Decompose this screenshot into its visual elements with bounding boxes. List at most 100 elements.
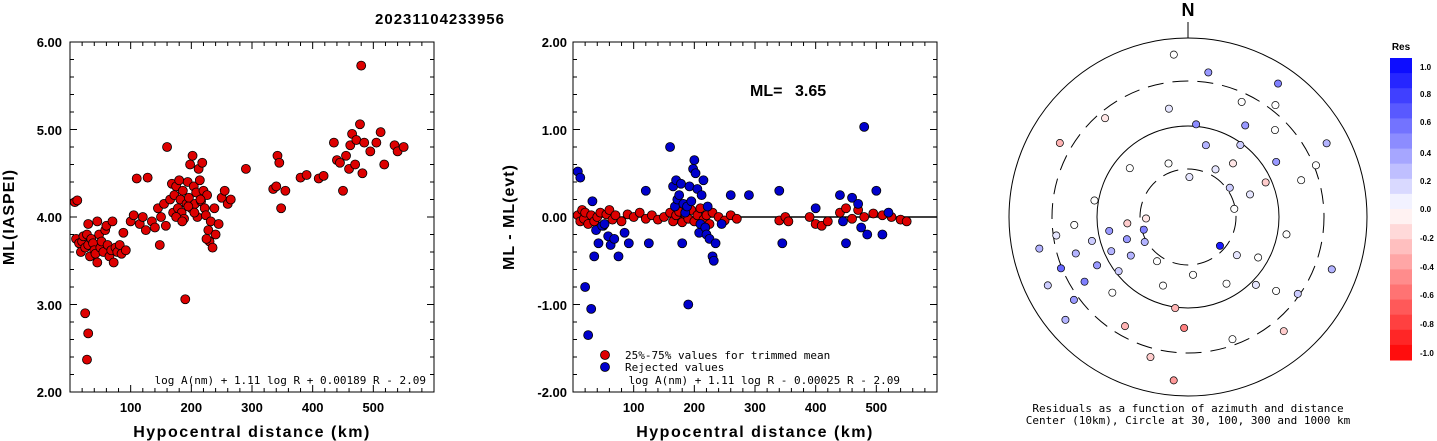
data-point: [810, 203, 821, 214]
data-point: [187, 150, 198, 161]
data-point: [725, 190, 736, 201]
data-point: [197, 157, 208, 168]
p1-points: [69, 60, 409, 365]
residual-point: [1126, 251, 1135, 260]
residual-point: [1169, 376, 1178, 385]
residual-point: [1153, 257, 1161, 266]
data-point: [177, 216, 188, 227]
legend-label-rejected: Rejected values: [625, 361, 724, 374]
residual-point: [1164, 159, 1173, 168]
data-point: [120, 245, 131, 256]
data-point: [716, 219, 727, 229]
residual-point: [1139, 225, 1148, 234]
p2-xtick-200: 200: [683, 400, 705, 415]
residual-point: [1108, 288, 1117, 297]
residual-point: [1192, 120, 1201, 129]
data-point: [107, 216, 118, 227]
data-point: [201, 233, 212, 244]
data-point: [623, 238, 634, 249]
residual-point: [1222, 279, 1231, 288]
cbar-tick-0.4: 0.4: [1420, 149, 1432, 158]
data-point: [587, 196, 598, 207]
residual-point: [1271, 126, 1279, 134]
data-point: [575, 172, 586, 183]
residual-point: [1312, 161, 1320, 170]
p1-xtick-200: 200: [180, 400, 202, 415]
data-point: [356, 60, 367, 71]
data-point: [137, 212, 148, 222]
data-point: [209, 203, 220, 214]
residual-point: [1121, 322, 1129, 331]
data-point: [210, 229, 221, 240]
ring-300km: [1051, 80, 1325, 354]
residual-point: [1061, 315, 1070, 324]
residual-point: [1211, 165, 1220, 174]
p2-ylabel: ML - ML(evt): [501, 164, 518, 270]
data-point: [777, 238, 788, 249]
colorbar-cell: [1390, 329, 1412, 346]
p1-xtick-500: 500: [362, 400, 384, 415]
data-point: [359, 137, 370, 148]
data-point: [676, 178, 686, 189]
residual-point: [1107, 247, 1116, 256]
residual-point: [1216, 241, 1224, 250]
data-point: [83, 219, 94, 229]
cbar-tick-m0.2: -0.2: [1420, 234, 1434, 243]
data-point: [92, 216, 103, 227]
ml-label: ML=: [750, 83, 782, 100]
data-point: [131, 173, 142, 184]
data-point: [83, 328, 94, 339]
data-point: [274, 157, 285, 168]
data-point: [643, 238, 654, 249]
data-point: [616, 216, 627, 227]
data-point: [613, 251, 624, 262]
p2-xlabel: Hypocentral distance (km): [636, 424, 874, 441]
colorbar-cell: [1390, 118, 1412, 134]
colorbar-cell: [1390, 88, 1412, 104]
p1-xtick-300: 300: [241, 400, 263, 415]
colorbar-cell: [1390, 58, 1412, 74]
data-point: [859, 212, 870, 222]
data-point: [665, 142, 675, 152]
p2-xtick-400: 400: [805, 400, 827, 415]
colorbar-cell: [1390, 209, 1412, 225]
colorbar: Res 1.0 0.8 0.6 0.4 0.2 0.0 -0.2 -0.4 -0…: [1390, 42, 1434, 361]
data-point: [189, 207, 200, 218]
ring-1000km: [1008, 37, 1368, 397]
data-point: [583, 330, 594, 341]
residual-point: [1169, 50, 1178, 59]
cbar-tick-0.6: 0.6: [1420, 118, 1432, 127]
data-point: [686, 196, 697, 207]
data-point: [683, 299, 694, 310]
data-point: [859, 121, 870, 132]
data-point: [185, 159, 196, 170]
data-point: [341, 150, 351, 161]
data-point: [822, 216, 833, 227]
residual-point: [1090, 196, 1099, 205]
data-point: [357, 168, 368, 179]
residual-point: [1254, 253, 1263, 262]
residual-point: [1070, 221, 1079, 229]
residual-point: [1080, 277, 1089, 286]
data-point: [689, 155, 700, 166]
data-point: [783, 216, 794, 227]
p1-xtick-400: 400: [302, 400, 324, 415]
data-point: [640, 185, 651, 196]
residual-point: [1071, 249, 1080, 258]
residual-point: [1293, 289, 1302, 298]
residual-point: [1228, 335, 1237, 344]
residual-point: [1204, 68, 1213, 77]
data-point: [589, 251, 600, 262]
colorbar-cell: [1390, 103, 1412, 119]
colorbar-cells: [1390, 58, 1412, 361]
data-point: [674, 190, 685, 201]
residual-point: [1246, 190, 1254, 199]
data-point: [710, 238, 721, 249]
data-point: [838, 216, 848, 227]
residual-point: [1236, 141, 1245, 149]
residual-point: [1229, 159, 1237, 168]
colorbar-cell: [1390, 284, 1412, 301]
data-point: [677, 238, 688, 249]
polar-caption-1: Residuals as a function of azimuth and d…: [1032, 402, 1343, 415]
